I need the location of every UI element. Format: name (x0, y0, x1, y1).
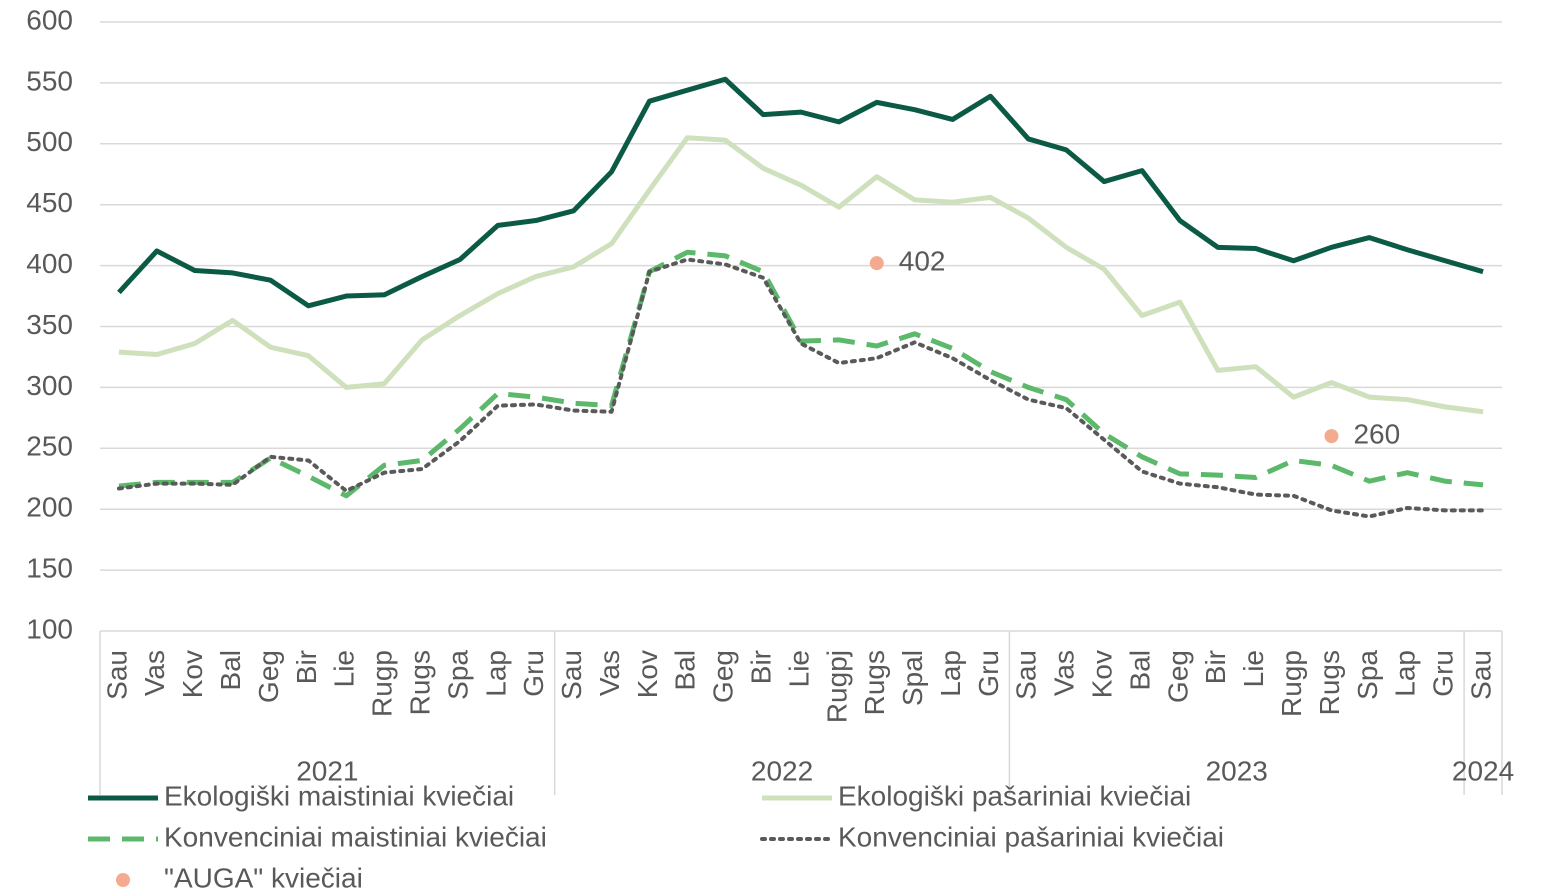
marker (869, 256, 884, 271)
y-tick-label: 200 (26, 492, 73, 523)
x-tick-label: Gru (518, 650, 549, 697)
x-tick-label: Gru (973, 650, 1004, 697)
x-tick-label: Bal (1124, 650, 1155, 690)
group-label: 2021 (296, 755, 358, 786)
series-line (116, 257, 1486, 519)
x-tick-label: Bal (670, 650, 701, 690)
x-tick-label: Rugs (404, 650, 435, 715)
x-tick-label: Spa (1352, 650, 1383, 700)
y-tick-label: 250 (26, 431, 73, 462)
x-tick-label: Sau (1465, 650, 1496, 700)
x-tick-label: Geg (708, 650, 739, 703)
y-tick-label: 550 (26, 65, 73, 96)
y-tick-label: 500 (26, 126, 73, 157)
y-tick-label: 600 (26, 4, 73, 35)
x-tick-label: Bir (291, 650, 322, 684)
x-tick-label: Sau (101, 650, 132, 700)
x-tick-label: Vas (1049, 650, 1080, 696)
legend-label: "AUGA" kviečiai (164, 862, 363, 893)
x-tick-label: Lie (1238, 650, 1269, 687)
series-line (118, 135, 1484, 415)
legend-label: Konvenciniai pašariniai kviečiai (838, 821, 1224, 852)
x-tick-label: Rugs (1314, 650, 1345, 715)
x-tick-label: Kov (632, 650, 663, 698)
x-tick-label: Lap (480, 650, 511, 697)
data-label: 260 (1353, 419, 1400, 450)
y-tick-label: 300 (26, 370, 73, 401)
group-label: 2023 (1206, 755, 1268, 786)
marker (1324, 429, 1339, 444)
x-tick-label: Sau (556, 650, 587, 700)
legend-label: Ekologiški maistiniai kviečiai (164, 780, 514, 811)
x-tick-label: Lie (329, 650, 360, 687)
x-tick-label: Lie (783, 650, 814, 687)
x-tick-label: Rugp (1276, 650, 1307, 717)
data-label: 402 (899, 246, 946, 277)
x-tick-label: Sau (1011, 650, 1042, 700)
x-tick-label: Kov (1087, 650, 1118, 698)
series-line (117, 76, 1484, 309)
y-tick-label: 150 (26, 552, 73, 583)
x-tick-label: Lap (935, 650, 966, 697)
y-tick-label: 100 (26, 613, 73, 644)
x-tick-label: Vas (139, 650, 170, 696)
legend-marker (116, 873, 130, 887)
x-tick-label: Geg (253, 650, 284, 703)
legend-label: Konvenciniai maistiniai kviečiai (164, 821, 547, 852)
x-tick-label: Kov (177, 650, 208, 698)
y-tick-label: 450 (26, 187, 73, 218)
y-tick-label: 400 (26, 248, 73, 279)
group-label: 2022 (751, 755, 813, 786)
legend-label: Ekologiški pašariniai kviečiai (838, 780, 1191, 811)
x-tick-label: Geg (1162, 650, 1193, 703)
series-line (118, 249, 1484, 499)
x-tick-label: Spa (442, 650, 473, 700)
group-label: 2024 (1452, 755, 1514, 786)
x-tick-label: Rugpj (821, 650, 852, 723)
x-tick-label: Spal (897, 650, 928, 706)
x-tick-label: Lap (1390, 650, 1421, 697)
x-tick-label: Vas (594, 650, 625, 696)
x-tick-label: Gru (1428, 650, 1459, 697)
x-tick-label: Bir (745, 650, 776, 684)
x-tick-label: Rugs (859, 650, 890, 715)
x-tick-label: Bir (1200, 650, 1231, 684)
y-tick-label: 350 (26, 309, 73, 340)
x-tick-label: Rugp (367, 650, 398, 717)
x-tick-label: Bal (215, 650, 246, 690)
